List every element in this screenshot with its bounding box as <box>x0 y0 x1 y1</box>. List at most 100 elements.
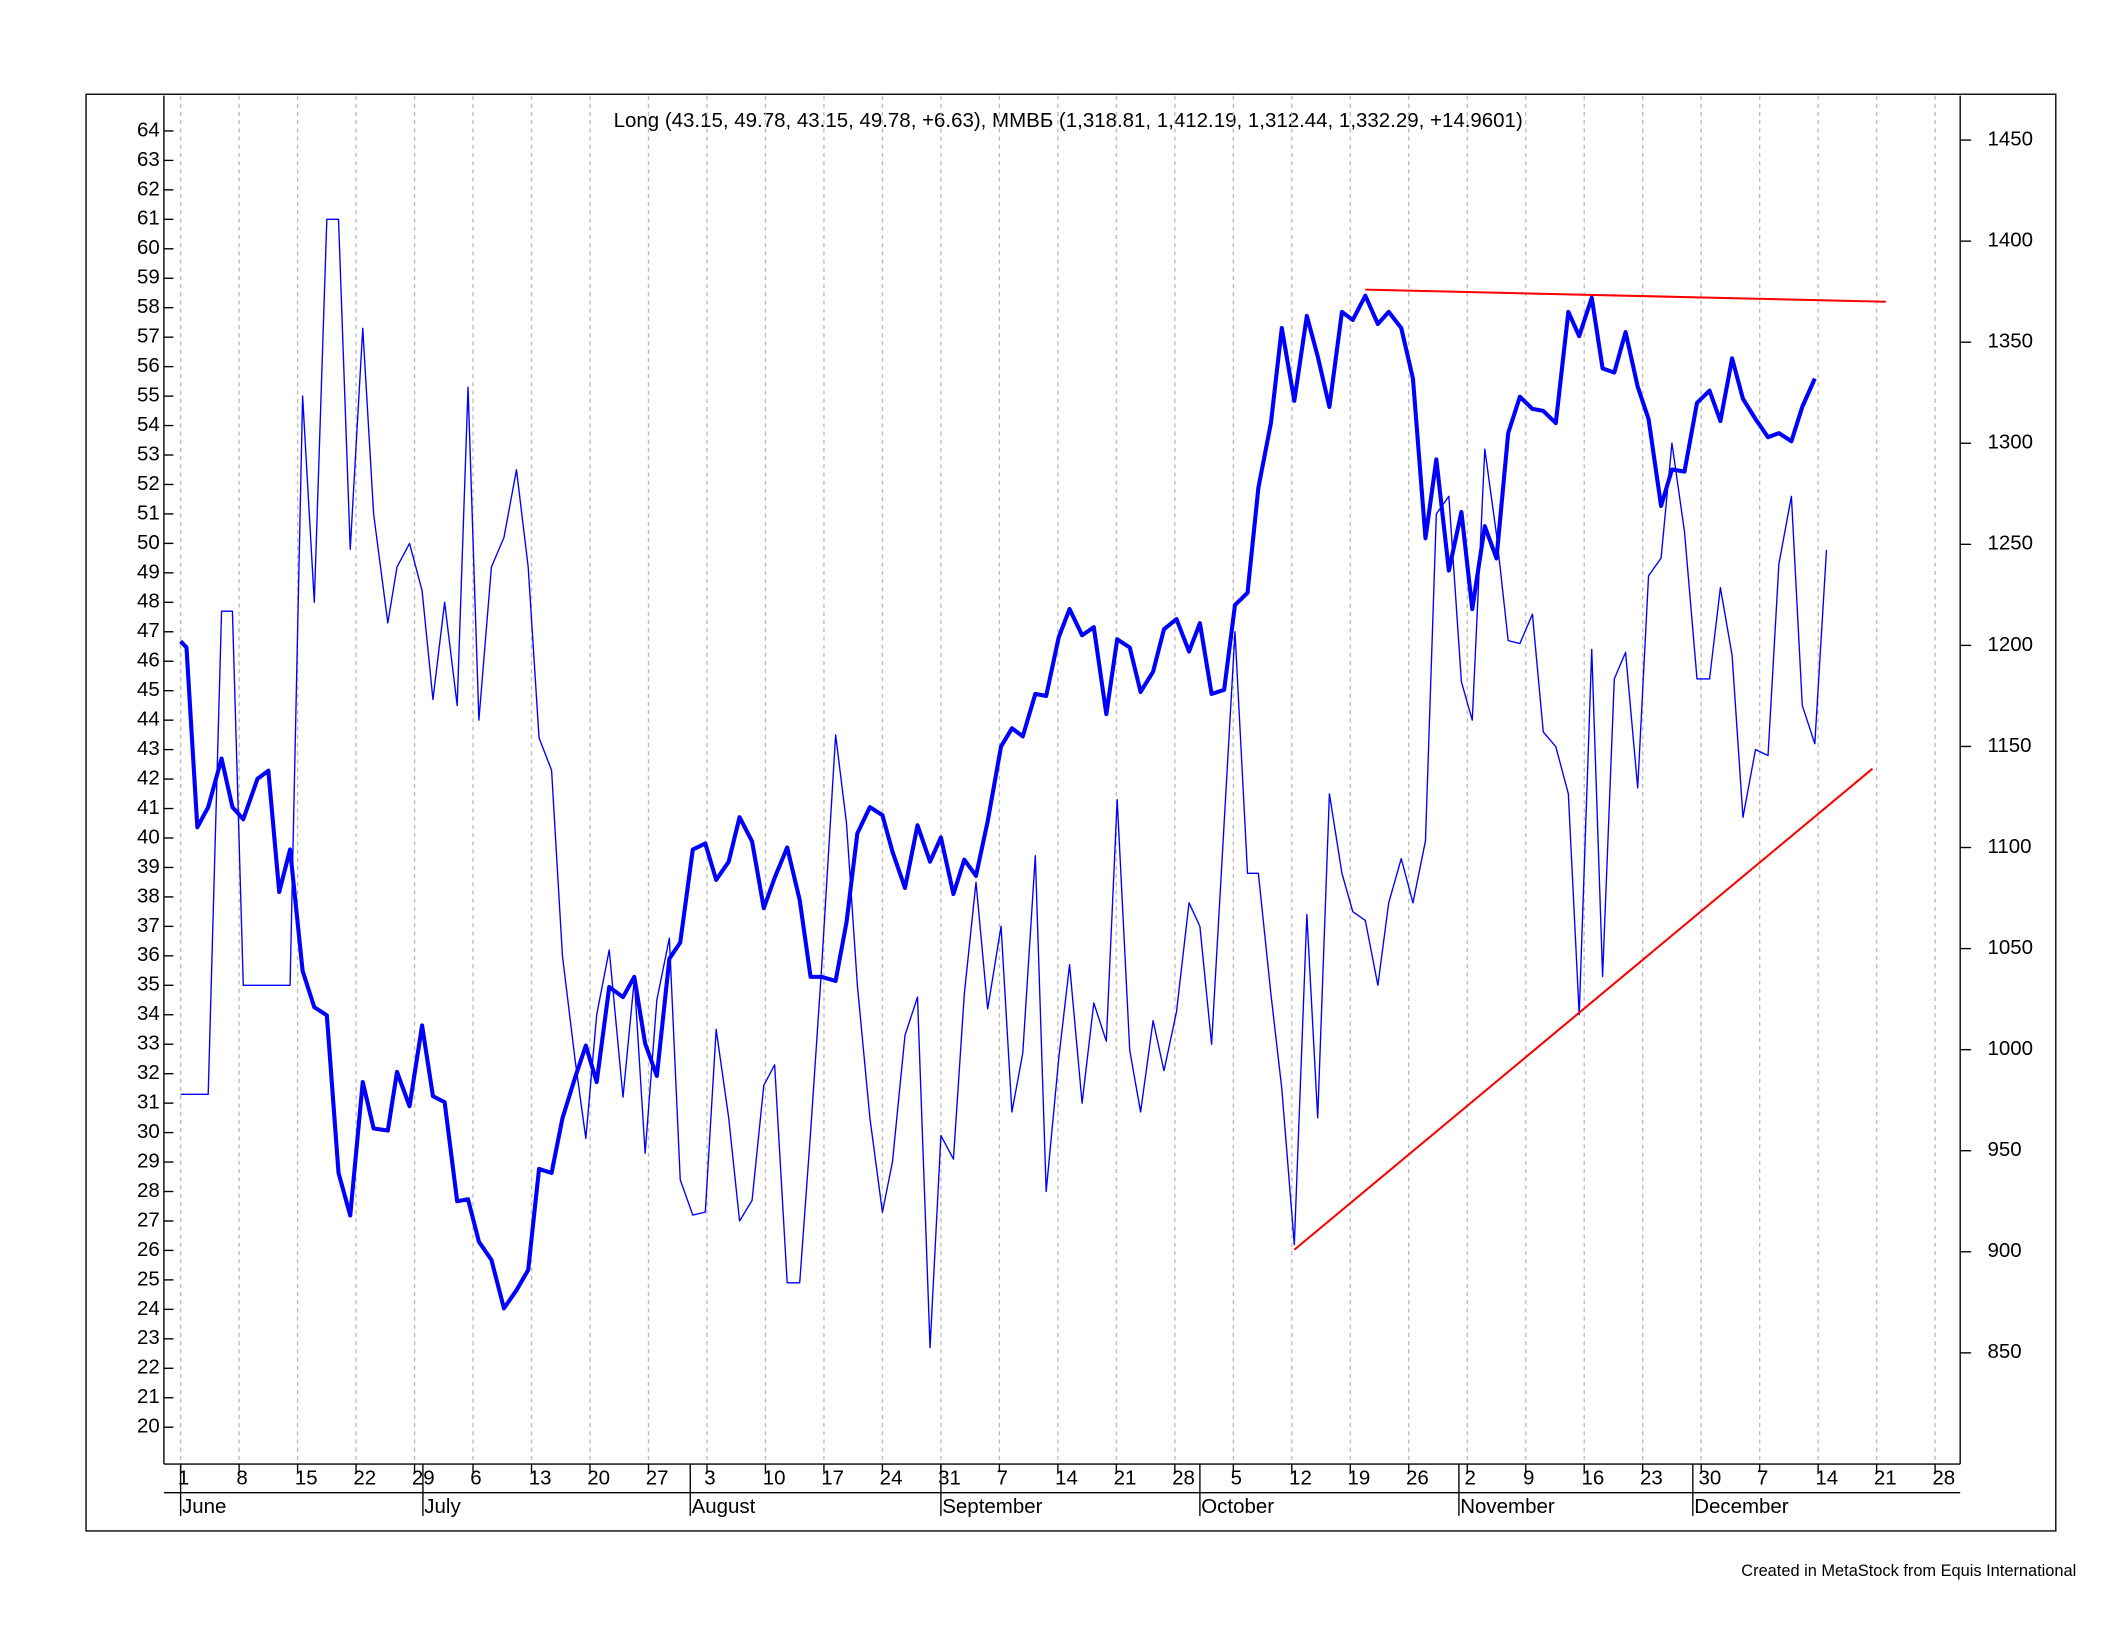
trendline <box>1293 767 1874 1251</box>
y-tick-label: 55 <box>137 383 160 406</box>
y-tick-label: 52 <box>137 472 160 495</box>
series-line <box>180 218 1828 1349</box>
y-tick-label: 40 <box>137 825 160 848</box>
x-tick-label: 1 <box>178 1466 189 1489</box>
y-tick-label: 32 <box>137 1061 160 1084</box>
y-tick-label: 21 <box>137 1385 160 1408</box>
y-tick-label: 61 <box>137 207 160 230</box>
x-tick-label: 28 <box>1932 1466 1955 1489</box>
y-tick-label: 60 <box>137 236 160 259</box>
y-tick-label: 49 <box>137 560 160 583</box>
month-label: July <box>424 1495 461 1518</box>
y-tick-label: 43 <box>137 737 160 760</box>
y-tick-label: 51 <box>137 501 160 524</box>
y-tick-label: 47 <box>137 619 160 642</box>
y2-tick-label: 850 <box>1988 1340 2022 1363</box>
y-tick-label: 45 <box>137 678 160 701</box>
x-tick-label: 24 <box>880 1466 903 1489</box>
x-tick-label: 8 <box>236 1466 247 1489</box>
y-tick-label: 26 <box>137 1238 160 1261</box>
trendline <box>1365 288 1886 303</box>
y-tick-label: 48 <box>137 590 160 613</box>
x-tick-label: 19 <box>1348 1466 1371 1489</box>
x-tick-label: 12 <box>1289 1466 1312 1489</box>
month-label: September <box>942 1495 1042 1518</box>
y2-tick-label: 1150 <box>1988 734 2032 757</box>
y2-tick-label: 1300 <box>1988 431 2034 454</box>
month-label: June <box>182 1495 226 1518</box>
month-label: December <box>1694 1495 1789 1518</box>
y2-tick-label: 1450 <box>1988 127 2034 150</box>
x-tick-label: 20 <box>587 1466 610 1489</box>
y-tick-label: 50 <box>137 531 160 554</box>
y-tick-label: 38 <box>137 884 160 907</box>
x-tick-label: 7 <box>997 1466 1008 1489</box>
y-tick-label: 54 <box>137 413 160 436</box>
frame <box>85 93 2057 1532</box>
x-tick-label: 13 <box>529 1466 552 1489</box>
x-tick-label: 14 <box>1815 1466 1838 1489</box>
y-tick-label: 42 <box>137 766 160 789</box>
y-tick-label: 44 <box>137 708 160 731</box>
x-tick-label: 31 <box>938 1466 961 1489</box>
y-tick-label: 20 <box>137 1415 160 1438</box>
y-tick-label: 64 <box>137 118 160 141</box>
x-tick-label: 21 <box>1874 1466 1897 1489</box>
month-label: August <box>692 1495 756 1518</box>
footer: Created in MetaStock from Equis Internat… <box>1741 1562 2076 1580</box>
y2-tick-label: 900 <box>1988 1239 2022 1262</box>
x-tick-label: 30 <box>1698 1466 1721 1489</box>
x-tick-label: 9 <box>1523 1466 1534 1489</box>
y2-tick-label: 950 <box>1988 1138 2022 1161</box>
x-tick-label: 23 <box>1640 1466 1663 1489</box>
x-tick-label: 15 <box>295 1466 318 1489</box>
y-tick-label: 27 <box>137 1208 160 1231</box>
chart-title: Long (43.15, 49.78, 43.15, 49.78, +6.63)… <box>614 109 1523 132</box>
y-tick-label: 29 <box>137 1149 160 1172</box>
x-tick-label: 2 <box>1465 1466 1476 1489</box>
y-tick-label: 25 <box>137 1267 160 1290</box>
y-tick-label: 35 <box>137 973 160 996</box>
x-tick-label: 21 <box>1114 1466 1137 1489</box>
y-tick-label: 28 <box>137 1179 160 1202</box>
x-tick-label: 3 <box>704 1466 715 1489</box>
x-tick-label: 7 <box>1757 1466 1768 1489</box>
x-tick-label: 17 <box>821 1466 844 1489</box>
month-label: October <box>1201 1495 1274 1518</box>
y-tick-label: 34 <box>137 1002 160 1025</box>
y-tick-label: 59 <box>137 266 160 289</box>
y-tick-label: 36 <box>137 943 160 966</box>
y-tick-label: 37 <box>137 914 160 937</box>
month-label: November <box>1460 1495 1555 1518</box>
y-tick-label: 57 <box>137 325 160 348</box>
x-tick-label: 28 <box>1172 1466 1195 1489</box>
x-tick-label: 22 <box>353 1466 376 1489</box>
x-tick-label: 16 <box>1581 1466 1604 1489</box>
y2-tick-label: 1000 <box>1988 1037 2034 1060</box>
y-tick-label: 56 <box>137 354 160 377</box>
y2-tick-label: 1200 <box>1988 633 2034 656</box>
y-tick-label: 46 <box>137 649 160 672</box>
y2-tick-label: 1350 <box>1988 330 2034 353</box>
y-tick-label: 31 <box>137 1091 160 1114</box>
x-tick-label: 26 <box>1406 1466 1429 1489</box>
y2-tick-label: 1400 <box>1988 229 2034 252</box>
y-tick-label: 22 <box>137 1356 160 1379</box>
y-tick-label: 23 <box>137 1326 160 1349</box>
y-tick-label: 58 <box>137 295 160 318</box>
y2-tick-label: 1250 <box>1988 532 2034 555</box>
y-tick-label: 30 <box>137 1120 160 1143</box>
x-tick-label: 5 <box>1231 1466 1242 1489</box>
x-tick-label: 27 <box>646 1466 669 1489</box>
x-tick-label: 14 <box>1055 1466 1078 1489</box>
y2-tick-label: 1050 <box>1988 936 2034 959</box>
y-tick-label: 41 <box>137 796 160 819</box>
y-tick-label: 24 <box>137 1297 160 1320</box>
x-tick-label: 10 <box>763 1466 786 1489</box>
y2-tick-label: 1100 <box>1988 835 2032 858</box>
x-tick-label: 6 <box>470 1466 481 1489</box>
y-tick-label: 53 <box>137 442 160 465</box>
series-line <box>179 293 1817 1311</box>
y-tick-label: 33 <box>137 1032 160 1055</box>
